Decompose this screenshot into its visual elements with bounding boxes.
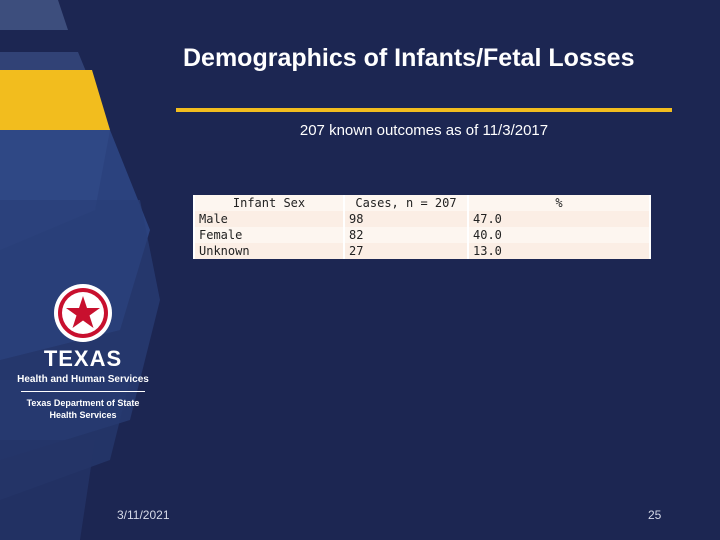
table-cell: Male bbox=[195, 211, 343, 227]
table-header-cell: Cases, n = 207 bbox=[345, 195, 467, 211]
slide-date: 3/11/2021 bbox=[117, 508, 170, 522]
texas-seal-icon bbox=[52, 282, 114, 344]
table-header-cell: Infant Sex bbox=[195, 195, 343, 211]
table-cell: Female bbox=[195, 227, 343, 243]
table-cell: 82 bbox=[345, 227, 467, 243]
texas-hhs-logo: TEXAS Health and Human Services Texas De… bbox=[8, 282, 158, 420]
slide-page-number: 25 bbox=[648, 508, 662, 522]
table-header-cell: % bbox=[469, 195, 649, 211]
infant-sex-table: Infant Sex Cases, n = 207 % Male 98 47.0… bbox=[193, 195, 651, 259]
logo-divider bbox=[21, 391, 145, 392]
table-cell: 47.0 bbox=[469, 211, 649, 227]
table-cell: 98 bbox=[345, 211, 467, 227]
table-cell: Unknown bbox=[195, 243, 343, 259]
logo-line-hhs: Health and Human Services bbox=[17, 374, 149, 385]
title-underline bbox=[176, 108, 672, 112]
slide-subtitle: 207 known outcomes as of 11/3/2017 bbox=[299, 122, 549, 139]
logo-wordmark: TEXAS bbox=[43, 346, 123, 371]
table-cell: 40.0 bbox=[469, 227, 649, 243]
table-cell: 13.0 bbox=[469, 243, 649, 259]
table-row: Male 98 47.0 bbox=[195, 211, 649, 227]
slide-title: Demographics of Infants/Fetal Losses bbox=[183, 44, 635, 72]
logo-line-dshs: Texas Department of State bbox=[26, 398, 140, 408]
table-row: Unknown 27 13.0 bbox=[195, 243, 649, 259]
logo-line-health-services: Health Services bbox=[49, 410, 117, 420]
table-header-row: Infant Sex Cases, n = 207 % bbox=[195, 195, 649, 211]
table-cell: 27 bbox=[345, 243, 467, 259]
decorative-side-panel bbox=[0, 0, 160, 540]
table-row: Female 82 40.0 bbox=[195, 227, 649, 243]
